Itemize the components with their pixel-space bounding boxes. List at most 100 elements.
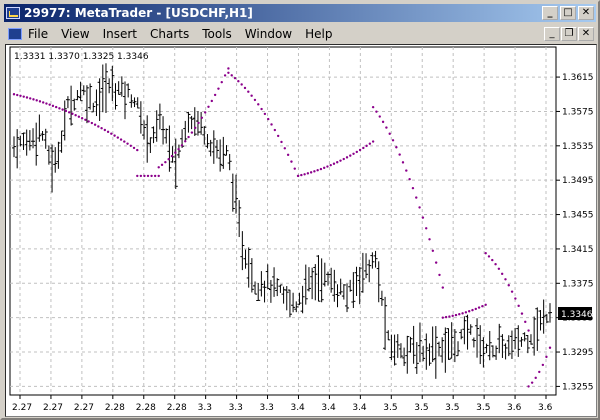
current-price-tag: 1.3346 bbox=[558, 307, 593, 320]
chart-area[interactable]: 1.3615 1.3575 1.3535 1.3495 1.3455 1.3415 1.33… bbox=[5, 44, 597, 417]
menu-tools[interactable]: Tools bbox=[202, 27, 232, 41]
sar-dot bbox=[326, 165, 329, 168]
sar-dot bbox=[517, 304, 520, 308]
menu-insert[interactable]: Insert bbox=[102, 27, 137, 41]
sar-dot bbox=[405, 169, 408, 172]
sar-dot bbox=[352, 152, 355, 155]
sar-dot bbox=[313, 170, 316, 173]
sar-dot bbox=[64, 109, 68, 113]
sar-dot bbox=[54, 105, 58, 109]
y-tick-label: 1.3295 bbox=[562, 348, 594, 358]
sar-dot bbox=[524, 320, 527, 324]
sar-dot bbox=[119, 138, 123, 141]
sar-dot bbox=[19, 94, 22, 98]
sar-dot bbox=[504, 278, 507, 281]
sar-dot bbox=[93, 123, 97, 126]
sar-dot bbox=[355, 150, 359, 154]
sar-dot bbox=[136, 148, 139, 152]
sar-dot bbox=[190, 131, 194, 134]
sar-dot bbox=[484, 252, 487, 255]
sar-dot bbox=[116, 136, 120, 139]
y-tick-label: 1.3535 bbox=[562, 142, 594, 152]
menu-view[interactable]: View bbox=[61, 27, 90, 41]
sar-dot bbox=[230, 74, 233, 77]
sar-dot bbox=[187, 135, 190, 139]
sar-dot bbox=[200, 116, 204, 119]
sar-dot bbox=[545, 355, 548, 359]
price-chart[interactable]: 1.3615 1.3575 1.3535 1.3495 1.3455 1.3415 1.33… bbox=[6, 45, 596, 416]
x-tick-label: 3.5 bbox=[414, 403, 428, 413]
sar-dot bbox=[194, 126, 197, 130]
sar-dot bbox=[411, 186, 415, 190]
chart-minimize-button[interactable]: _ bbox=[544, 27, 560, 41]
sar-dot bbox=[113, 134, 116, 137]
sar-dot bbox=[487, 255, 491, 258]
sar-dot bbox=[22, 95, 25, 98]
sar-dot bbox=[167, 158, 170, 161]
x-tick-label: 2.28 bbox=[136, 403, 156, 413]
sar-dot bbox=[227, 71, 230, 74]
sar-dot bbox=[514, 297, 517, 300]
sar-dot bbox=[451, 314, 454, 318]
x-tick-label: 2.28 bbox=[167, 403, 187, 413]
sar-dot bbox=[293, 167, 296, 170]
sar-dot bbox=[395, 146, 398, 149]
sar-dot bbox=[309, 171, 313, 174]
sar-dot bbox=[434, 261, 438, 264]
sar-dot bbox=[164, 160, 167, 164]
sar-dot bbox=[77, 115, 81, 118]
sar-dot bbox=[428, 238, 431, 241]
sar-dot bbox=[441, 286, 444, 289]
minimize-button[interactable]: _ bbox=[542, 6, 558, 20]
sar-dot bbox=[263, 112, 267, 116]
sar-dot bbox=[160, 163, 164, 167]
sar-dot bbox=[375, 110, 378, 113]
sar-dot bbox=[527, 385, 530, 388]
sar-dot bbox=[280, 140, 283, 144]
close-button[interactable]: ✕ bbox=[578, 6, 594, 20]
sar-dot bbox=[316, 169, 319, 172]
sar-dot bbox=[520, 312, 524, 315]
sar-dot bbox=[210, 99, 214, 103]
sar-dot bbox=[129, 144, 132, 147]
parabolic-sar-dots bbox=[12, 67, 552, 388]
chart-restore-button[interactable]: ❐ bbox=[561, 27, 577, 41]
menu-file[interactable]: File bbox=[28, 27, 49, 41]
sar-dot bbox=[365, 144, 368, 148]
sar-dot bbox=[290, 160, 293, 163]
title-bar[interactable]: 29977: MetaTrader - [USDCHF,H1] _ □ ✕ bbox=[4, 4, 596, 22]
sar-dot bbox=[273, 128, 277, 132]
sar-dot bbox=[329, 163, 332, 167]
x-tick-label: 2.28 bbox=[105, 403, 125, 413]
sar-dot bbox=[342, 157, 345, 161]
sar-dot bbox=[227, 67, 230, 70]
sar-dot bbox=[61, 108, 64, 111]
x-tick-label: 3.6 bbox=[538, 403, 553, 413]
sar-dot bbox=[345, 156, 349, 159]
sar-dot bbox=[25, 96, 29, 99]
price-axis: 1.3615 1.3575 1.3535 1.3495 1.3455 1.3415 1.33… bbox=[556, 73, 594, 392]
chart-window-icon[interactable] bbox=[8, 28, 22, 40]
sar-dot bbox=[467, 310, 471, 313]
sar-dot bbox=[220, 80, 223, 84]
menu-charts[interactable]: Charts bbox=[150, 27, 190, 41]
sar-dot bbox=[491, 258, 494, 262]
x-tick-label: 3.5 bbox=[476, 403, 490, 413]
menu-window[interactable]: Window bbox=[244, 27, 293, 41]
chart-close-button[interactable]: ✕ bbox=[578, 27, 594, 41]
menu-help[interactable]: Help bbox=[305, 27, 333, 41]
maximize-button[interactable]: □ bbox=[560, 6, 576, 20]
sar-dot bbox=[180, 144, 184, 147]
y-tick-label: 1.3575 bbox=[562, 107, 594, 117]
sar-dot bbox=[84, 118, 87, 121]
sar-dot bbox=[276, 134, 280, 138]
x-tick-label: 3.5 bbox=[383, 403, 397, 413]
sar-dot bbox=[283, 147, 287, 150]
sar-dot bbox=[401, 161, 405, 164]
sar-dot bbox=[497, 267, 501, 270]
window-title: 29977: MetaTrader - [USDCHF,H1] bbox=[24, 6, 253, 20]
x-tick-label: 2.27 bbox=[43, 403, 63, 413]
sar-dot bbox=[16, 93, 19, 97]
y-tick-label: 1.3415 bbox=[562, 245, 594, 255]
sar-dot bbox=[381, 120, 385, 124]
